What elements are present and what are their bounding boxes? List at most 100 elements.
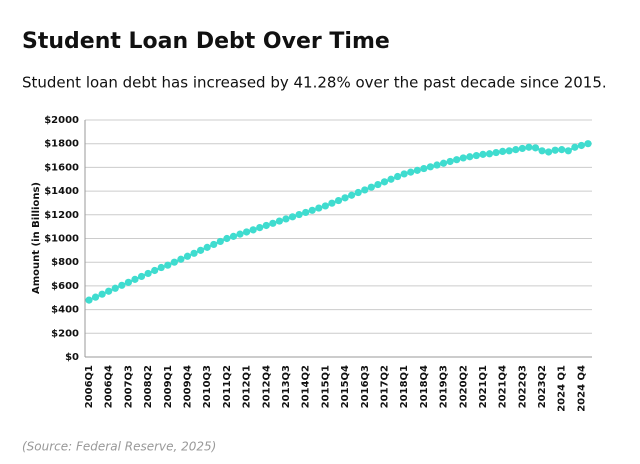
point (341, 194, 349, 202)
x-tick-label: 2024 Q4 (576, 365, 587, 412)
point (242, 228, 251, 236)
point (374, 180, 382, 189)
x-tick-label: 2008Q2 (143, 365, 154, 408)
y-tick-label: $1400 (44, 186, 79, 197)
point (124, 278, 132, 286)
x-tick-label: 2024 Q1 (557, 365, 568, 412)
x-tick-label: 2009Q4 (182, 365, 193, 408)
x-tick-label: 2010Q3 (202, 365, 213, 408)
y-tick-label: $1600 (44, 162, 79, 173)
chart-subtitle: Student loan debt has increased by 41.28… (22, 74, 607, 92)
point (400, 170, 408, 178)
point (367, 183, 375, 191)
point (584, 140, 592, 148)
x-tick-label: 2017Q2 (379, 365, 390, 408)
point (105, 287, 113, 295)
point (190, 249, 198, 257)
point (275, 217, 284, 225)
point (223, 234, 231, 243)
point (538, 147, 546, 155)
point (453, 156, 461, 164)
y-axis-label: Amount (in Billions) (31, 182, 42, 294)
point (531, 144, 540, 152)
point (229, 232, 238, 240)
point (177, 255, 185, 263)
point (256, 223, 264, 232)
point (551, 146, 559, 154)
point (295, 210, 303, 219)
y-tick-label: $800 (51, 257, 79, 268)
point (492, 148, 500, 157)
y-tick-label: $1800 (44, 139, 79, 150)
point (216, 237, 224, 246)
y-tick-label: $0 (65, 352, 79, 363)
x-tick-label: 2015Q4 (340, 365, 351, 408)
point (282, 215, 290, 223)
point (98, 290, 106, 298)
point (321, 202, 329, 210)
point (354, 188, 362, 197)
point (183, 252, 192, 260)
y-tick-label: $600 (51, 281, 79, 292)
x-tick-label: 2013Q3 (281, 365, 292, 408)
point (170, 258, 178, 266)
point (210, 240, 218, 249)
point (197, 246, 205, 254)
x-tick-label: 2016Q3 (360, 365, 371, 408)
x-tick-label: 2012Q4 (261, 365, 272, 408)
point (151, 266, 159, 275)
x-tick-label: 2023Q2 (537, 365, 548, 408)
x-tick-label: 2011Q2 (222, 365, 233, 408)
point (499, 147, 507, 156)
point (144, 269, 152, 278)
point (472, 151, 480, 160)
point (512, 146, 520, 154)
point (302, 208, 310, 217)
point (564, 147, 572, 155)
point (485, 150, 494, 158)
point (439, 159, 448, 167)
point (236, 230, 244, 238)
point (525, 143, 533, 151)
x-tick-label: 2006Q4 (104, 365, 115, 408)
point (348, 191, 356, 199)
point (433, 161, 441, 169)
x-tick-label: 2015Q1 (320, 365, 331, 408)
y-tick-label: $1000 (44, 234, 79, 245)
point (262, 221, 270, 230)
point (288, 213, 297, 221)
point (315, 204, 323, 212)
point (131, 275, 139, 283)
point (446, 157, 454, 166)
y-tick-label: $2000 (44, 115, 79, 126)
x-tick-label: 2014Q2 (301, 365, 312, 408)
point (545, 148, 553, 156)
point (249, 226, 257, 234)
point (328, 199, 336, 207)
point (558, 146, 566, 154)
x-tick-label: 2022Q3 (517, 365, 528, 408)
point (407, 168, 415, 176)
x-tick-label: 2019Q3 (439, 365, 450, 408)
point (91, 293, 100, 301)
point (577, 141, 586, 150)
x-tick-label: 2021Q1 (478, 365, 489, 408)
point (420, 164, 428, 173)
y-tick-label: $400 (51, 305, 79, 316)
point (413, 166, 421, 174)
point (361, 186, 369, 194)
point (269, 219, 277, 227)
chart-title: Student Loan Debt Over Time (22, 29, 390, 54)
point (203, 243, 211, 251)
x-tick-label: 2006Q1 (84, 365, 95, 408)
x-tick-label: 2007Q3 (123, 365, 134, 408)
x-tick-label: 2018Q4 (419, 365, 430, 408)
point (111, 284, 119, 292)
point (393, 172, 402, 181)
x-tick-label: 2020Q2 (458, 365, 469, 408)
point (466, 153, 474, 161)
x-tick-label: 2018Q1 (399, 365, 410, 408)
point (137, 272, 146, 281)
y-tick-label: $200 (51, 328, 79, 339)
point (571, 143, 579, 151)
